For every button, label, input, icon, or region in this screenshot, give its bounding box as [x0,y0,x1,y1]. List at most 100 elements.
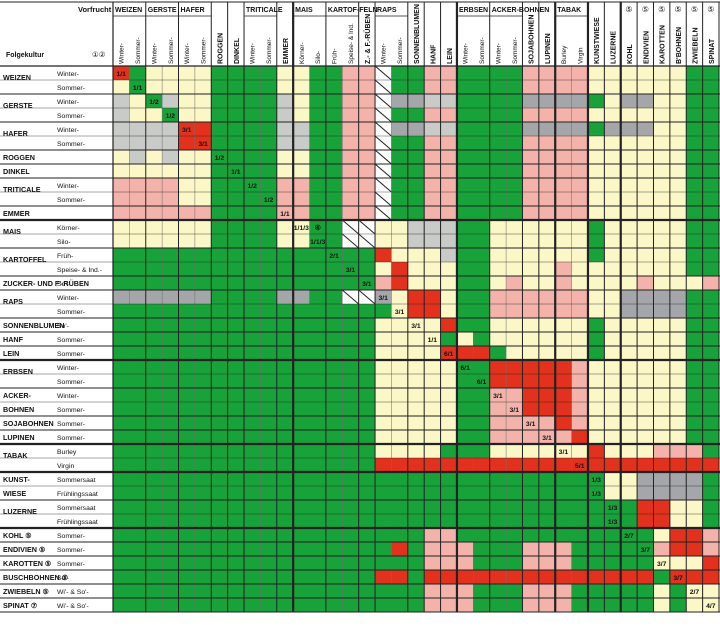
matrix-cell [375,458,392,472]
matrix-cell [162,542,179,556]
matrix-cell [538,360,556,374]
matrix-cell [145,542,163,556]
matrix-cell [473,150,490,164]
matrix-cell [653,584,670,598]
matrix-cell [489,570,507,584]
matrix-cell [145,472,163,486]
matrix-cell [555,66,572,80]
matrix-cell [244,472,261,486]
matrix-cell [522,528,539,542]
matrix-cell [604,514,621,528]
matrix-cell [669,360,687,374]
matrix-cell [653,66,670,80]
matrix-cell [227,332,245,346]
matrix-cell [653,374,670,388]
matrix-cell [113,332,130,346]
matrix-cell [113,570,130,584]
matrix-cell [702,262,719,276]
matrix-cell [555,598,572,612]
matrix-cell [620,444,638,458]
matrix-cell [571,556,588,570]
matrix-cell [506,122,523,136]
matrix-cell [604,262,621,276]
matrix-cell [669,206,687,220]
matrix-cell [391,374,408,388]
matrix-cell [637,290,654,304]
cell-slash [374,65,392,81]
matrix-cell [424,556,441,570]
matrix-cell [113,178,130,192]
matrix-cell [686,262,703,276]
matrix-cell [162,444,179,458]
matrix-cell [227,94,245,108]
matrix-cell [653,304,670,318]
matrix-cell [522,472,539,486]
matrix-cell [506,416,523,430]
row-crop-label: LEIN [3,349,19,358]
sub-label: Sommer- [479,37,486,64]
cell-slash [374,93,392,109]
matrix-cell [244,220,261,234]
matrix-cell [194,430,212,444]
matrix-cell [342,430,359,444]
matrix-cell [702,220,719,234]
matrix-cell [686,458,703,472]
matrix-cell [506,290,523,304]
matrix-cell [473,458,490,472]
matrix-cell [129,458,146,472]
sub-label: Speise- & Ind. [348,23,355,64]
matrix-cell [424,122,441,136]
matrix-cell [440,80,457,94]
matrix-cell [227,500,245,514]
sub-label: Winter- [151,43,158,64]
group-label: KAROTTEN [660,25,667,64]
group-label: ZWIEBELN [692,27,699,64]
matrix-cell [129,150,146,164]
matrix-cell [604,94,621,108]
matrix-cell [669,136,687,150]
group-note: ⑤ [658,5,665,14]
cell-value-label: 3/1 [510,407,520,414]
matrix-cell [211,304,228,318]
matrix-cell [669,66,687,80]
matrix-cell [637,136,654,150]
matrix-cell [407,374,425,388]
matrix-cell [473,220,490,234]
matrix-cell [244,528,261,542]
matrix-cell [473,94,490,108]
matrix-cell [358,500,376,514]
matrix-cell [538,164,556,178]
matrix-cell [227,416,245,430]
matrix-cell [604,234,621,248]
matrix-cell [244,192,261,206]
matrix-cell [604,122,621,136]
matrix-cell [227,276,245,290]
matrix-cell [309,598,326,612]
matrix-cell [653,332,670,346]
matrix-cell [244,416,261,430]
matrix-cell [456,276,474,290]
matrix-cell [473,388,490,402]
matrix-cell [227,388,245,402]
matrix-cell [702,248,719,262]
matrix-cell [620,598,638,612]
cell-slash [374,163,392,179]
matrix-cell [587,570,605,584]
cell-slash [374,205,392,221]
matrix-cell [194,164,212,178]
matrix-cell [669,234,687,248]
matrix-cell [293,290,310,304]
matrix-cell [555,570,572,584]
matrix-cell [113,108,130,122]
row-crop-label: WIESE [3,489,26,498]
matrix-cell [342,570,359,584]
matrix-cell [686,220,703,234]
matrix-cell [538,178,556,192]
matrix-cell [293,304,310,318]
matrix-cell [604,374,621,388]
matrix-cell [260,332,277,346]
matrix-cell [702,542,719,556]
matrix-cell [522,192,539,206]
matrix-cell [194,94,212,108]
matrix-cell [653,262,670,276]
